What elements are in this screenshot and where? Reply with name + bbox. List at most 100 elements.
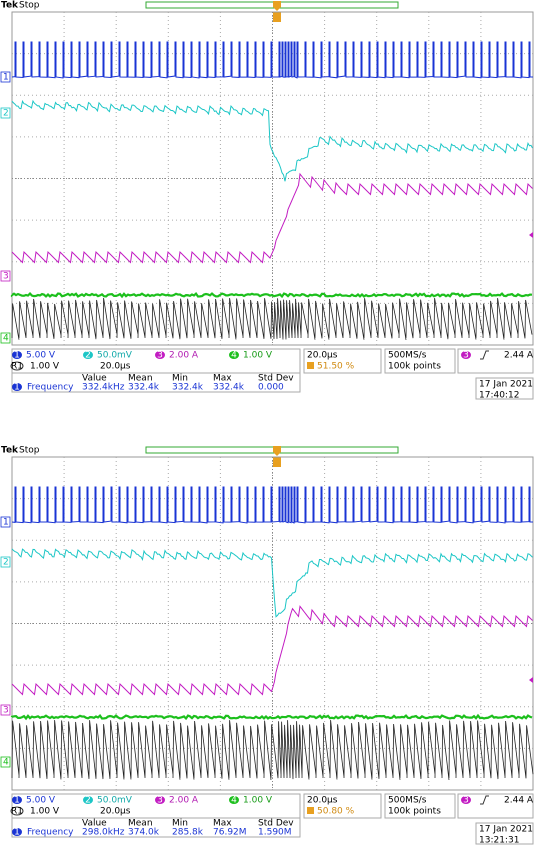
measure-name: Frequency [27, 383, 74, 393]
record-bar [145, 1, 399, 9]
channel-marker-bg [0, 107, 11, 119]
measure-value: 285.8k [172, 828, 204, 838]
level-marker [529, 677, 533, 683]
brand: Tek [1, 446, 19, 456]
trigger-badge-label: 3 [463, 351, 469, 361]
time: 17:40:12 [479, 391, 519, 401]
trace-ch4 [10, 291, 533, 299]
measure-badge-label: 1 [14, 828, 20, 838]
trigger-level: 2.44 A [504, 351, 534, 361]
measure-header: Std Dev [258, 819, 294, 829]
date: 17 Jan 2021 [479, 380, 533, 390]
ref-badge [10, 361, 24, 371]
time-box [303, 793, 382, 819]
measure-badge-label: 1 [14, 383, 20, 393]
measure-header: Value [82, 819, 107, 829]
trigger-pos: 51.50 % [317, 362, 355, 372]
channel-badge [155, 351, 165, 359]
trace-ch1 [11, 486, 533, 524]
trace-ch2 [11, 548, 533, 618]
measure-box [11, 817, 301, 838]
channel-badge [229, 351, 239, 359]
timebase: 20.0µs [307, 796, 338, 806]
channel-scale: 50.0mV [97, 796, 133, 806]
channel-badge [12, 796, 22, 804]
timebase: 20.0µs [307, 351, 338, 361]
date: 17 Jan 2021 [479, 825, 533, 835]
channel-marker: 3 [3, 706, 9, 716]
sample-rate: 500MS/s [388, 351, 427, 361]
trigger-level: 2.44 A [504, 796, 534, 806]
channel-badge-label: 1 [14, 796, 20, 806]
channel-marker-bg [0, 516, 11, 528]
channel-badge-label: 2 [85, 351, 91, 361]
trace-sw [11, 720, 534, 781]
channel-badge [12, 351, 22, 359]
trigger-slope [480, 795, 489, 805]
trigger-box [457, 348, 534, 374]
measure-name: Frequency [27, 828, 74, 838]
date-box [475, 377, 534, 400]
trace-sw [11, 297, 533, 341]
channel-scale: 1.00 V [243, 796, 273, 806]
channel-marker: 2 [3, 558, 9, 568]
trigger-marker [273, 1, 281, 22]
channel-badge-label: 2 [85, 796, 91, 806]
record-bar [145, 446, 399, 454]
measure-badge [12, 383, 22, 391]
channel-badge [155, 796, 165, 804]
trigger-pos-icon [307, 807, 314, 814]
ref-scale: 1.00 V [30, 362, 60, 372]
channel-marker-bg [0, 270, 11, 282]
measure-box [11, 372, 301, 393]
measure-header: Max [213, 819, 232, 829]
channel-marker-bg [0, 756, 11, 768]
measure-value: 374.0k [128, 828, 160, 838]
trigger-pos: 50.80 % [317, 807, 355, 817]
trace-ch2 [11, 99, 533, 182]
measure-value: 332.4kHz [82, 383, 125, 393]
measure-badge [12, 828, 22, 836]
channel-scale: 5.00 V [26, 796, 56, 806]
time-box [303, 348, 382, 374]
trigger-badge [461, 796, 471, 804]
measure-header: Value [82, 374, 107, 384]
status: Stop [19, 1, 40, 11]
trace-ch3 [11, 605, 533, 696]
channel-scale: 50.0mV [97, 351, 133, 361]
channel-badge [229, 796, 239, 804]
channel-badge [83, 351, 93, 359]
channel-scale: 5.00 V [26, 351, 56, 361]
channel-badge-label: 3 [157, 796, 163, 806]
acq-box [384, 793, 456, 819]
measure-header: Min [172, 819, 188, 829]
channel-badge-label: 4 [231, 796, 237, 806]
channel-badge-label: 4 [231, 351, 237, 361]
channel-marker: 1 [3, 73, 9, 83]
measure-value: 332.4k [172, 383, 204, 393]
record-length: 100k points [388, 362, 441, 372]
channel-marker: 2 [3, 109, 9, 119]
channel-marker-bg [0, 556, 11, 568]
measure-header: Min [172, 374, 188, 384]
trigger-box [457, 793, 534, 819]
ref-badge-label: R1 [11, 362, 23, 372]
trigger-badge-label: 3 [463, 796, 469, 806]
channel-marker-bg [0, 332, 11, 344]
record-length: 100k points [388, 807, 441, 817]
trigger-badge [461, 351, 471, 359]
ref-badge [10, 806, 24, 816]
channel-scale: 2.00 A [169, 796, 199, 806]
measure-header: Max [213, 374, 232, 384]
sample-rate: 500MS/s [388, 796, 427, 806]
trace-ch1 [11, 41, 533, 79]
time: 13:21:31 [479, 836, 519, 846]
trigger-marker [273, 446, 281, 467]
measure-value: 0.000 [258, 383, 284, 393]
measure-value: 298.0kHz [82, 828, 125, 838]
measure-value: 1.590M [258, 828, 292, 838]
measure-header: Mean [128, 819, 153, 829]
measure-value: 332.4k [213, 383, 245, 393]
